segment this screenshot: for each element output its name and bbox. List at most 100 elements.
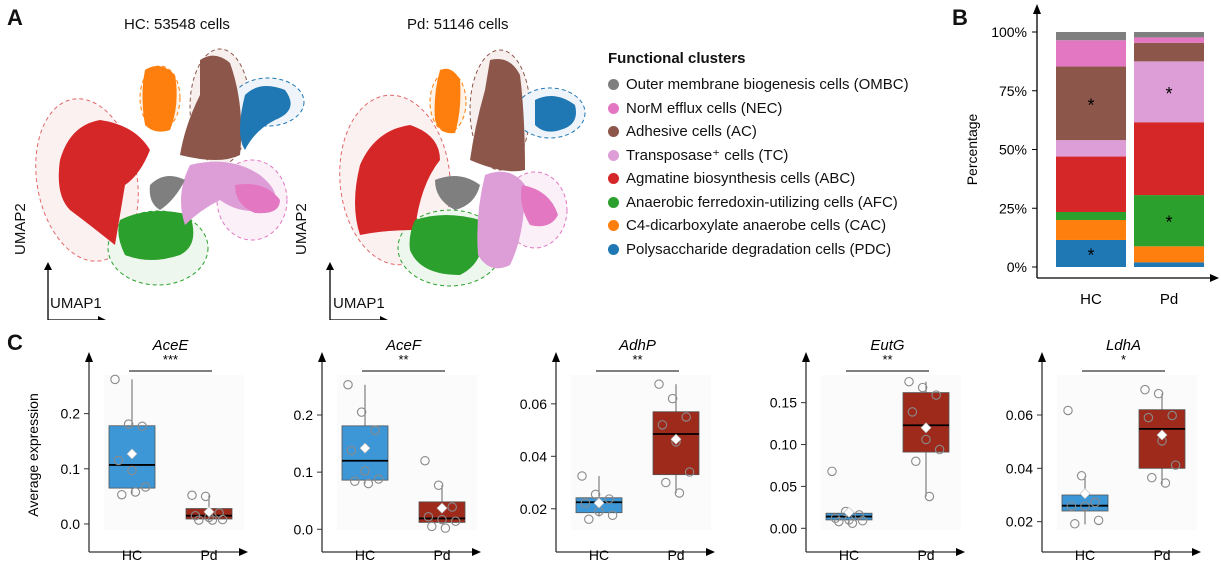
- umap-pd-axes: [326, 262, 388, 320]
- x-axis-arrow-icon: [956, 548, 965, 556]
- stacked-bar-chart: 0% 25% 50% 75% 100% Percentage * * HC * * Pd: [964, 4, 1219, 308]
- data-point: [1080, 501, 1090, 511]
- significance-label: **: [398, 352, 408, 367]
- legend-label: Agmatine biosynthesis cells (ABC): [626, 170, 856, 188]
- data-point: [907, 407, 918, 417]
- umap-pd-xlabel: UMAP1: [333, 295, 385, 312]
- bar-segment-ombc: [1056, 32, 1126, 41]
- y-axis-arrow-icon: [1033, 4, 1041, 14]
- data-point: [1147, 472, 1157, 483]
- bar-segment-nec: [1134, 37, 1204, 43]
- x-tick-label: HC: [355, 547, 375, 563]
- data-point: [140, 482, 151, 492]
- y-axis-label: Percentage: [964, 113, 980, 185]
- legend-item: Outer membrane biogenesis cells (OMBC): [608, 73, 909, 97]
- x-tick-label: Pd: [917, 547, 934, 563]
- data-point: [373, 474, 384, 484]
- panel-letter-a: A: [7, 5, 23, 30]
- data-point: [661, 477, 671, 488]
- x-axis-arrow-icon: [1210, 274, 1219, 282]
- data-point: [427, 521, 437, 532]
- cluster-tc: [477, 171, 525, 269]
- data-point: [1093, 515, 1104, 526]
- umap-hc-clusters: [58, 55, 291, 260]
- data-point: [584, 514, 594, 525]
- bar-segment-afc: [1134, 195, 1204, 247]
- data-point: [827, 466, 837, 477]
- y-tick-label: 0.02: [520, 501, 547, 517]
- gene-title: EutG: [870, 337, 905, 354]
- bar-segment-abc: [1056, 156, 1126, 213]
- gene-title: LdhA: [1106, 337, 1141, 354]
- data-point: [904, 376, 914, 387]
- data-point: [346, 445, 357, 456]
- significance-label: ***: [163, 352, 178, 367]
- y-axis-arrow-icon: [85, 352, 93, 362]
- y-tick-label: 0.0: [294, 521, 314, 537]
- data-point: [921, 434, 931, 445]
- cluster-afc: [118, 211, 194, 260]
- cluster-abc: [58, 120, 150, 245]
- data-point: [834, 516, 844, 527]
- y-tick-label: 25%: [999, 200, 1027, 216]
- data-point: [1140, 384, 1150, 395]
- x-tick-label: Pd: [433, 547, 450, 563]
- y-tick-label: 0.06: [520, 396, 547, 412]
- data-point: [847, 518, 858, 529]
- data-point: [130, 487, 141, 497]
- legend-item: Adhesive cells (AC): [608, 120, 909, 144]
- data-point: [127, 465, 137, 476]
- legend-dot-icon: [608, 102, 619, 114]
- cluster-ombc: [435, 176, 480, 210]
- data-point: [437, 514, 447, 525]
- bar-segment-cac: [1134, 246, 1204, 263]
- bar-segment-pdc: [1056, 239, 1126, 267]
- box-plot-acee: AceE*** 0.0 0.1 0.2 Average expression HC Pd: [25, 337, 248, 563]
- gene-title: AceF: [385, 337, 422, 354]
- mean-marker-icon: [593, 497, 605, 509]
- legend-label: Polysaccharide degradation cells (PDC): [626, 240, 892, 258]
- bar-segment-pdc: [1134, 262, 1204, 267]
- cluster-cac: [142, 66, 177, 132]
- y-axis-label: Average expression: [25, 393, 41, 516]
- y-axis-arrow-icon: [552, 352, 560, 362]
- mean-marker-icon: [1079, 488, 1091, 500]
- mean-marker-icon: [843, 506, 855, 518]
- y-tick-label: 0.2: [294, 407, 314, 423]
- y-tick-label: 0.00: [770, 520, 797, 536]
- legend-item: Agmatine biosynthesis cells (ABC): [608, 167, 909, 191]
- x-tick-label: HC: [839, 547, 859, 563]
- umap-pd-clusters: [355, 59, 576, 275]
- legend-label: NorM efflux cells (NEC): [626, 99, 783, 117]
- cluster-abc: [355, 125, 440, 235]
- bar-segment-ac: [1134, 42, 1204, 62]
- umap-hc-axes: [44, 262, 106, 320]
- bar-segment-abc: [1134, 122, 1204, 196]
- significance-star: *: [1087, 245, 1094, 265]
- data-point: [356, 407, 367, 417]
- data-point: [577, 471, 587, 481]
- data-point: [440, 523, 451, 533]
- box-plot-acef: AceF** 0.0 0.1 0.2 HC Pd: [294, 337, 481, 563]
- data-point: [110, 374, 120, 385]
- y-tick-label: 0.1: [294, 464, 314, 480]
- data-point: [1066, 501, 1077, 511]
- legend-dot-icon: [608, 126, 619, 138]
- y-axis-arrow-icon: [318, 352, 326, 362]
- data-point: [420, 455, 430, 466]
- significance-label: *: [1121, 352, 1126, 367]
- data-point: [207, 515, 218, 525]
- mean-marker-icon: [670, 433, 682, 445]
- data-point: [830, 513, 841, 523]
- y-tick-label: 50%: [999, 142, 1027, 158]
- data-point: [590, 489, 601, 500]
- umap-hc-title: HC: 53548 cells: [124, 16, 230, 33]
- y-tick-label: 0.15: [770, 395, 797, 411]
- data-point: [423, 511, 434, 522]
- cluster-pdc: [535, 96, 576, 132]
- data-point: [681, 412, 691, 422]
- data-point: [1090, 497, 1100, 508]
- mean-marker-icon: [126, 448, 138, 460]
- data-point: [1167, 410, 1177, 421]
- data-point: [654, 379, 664, 389]
